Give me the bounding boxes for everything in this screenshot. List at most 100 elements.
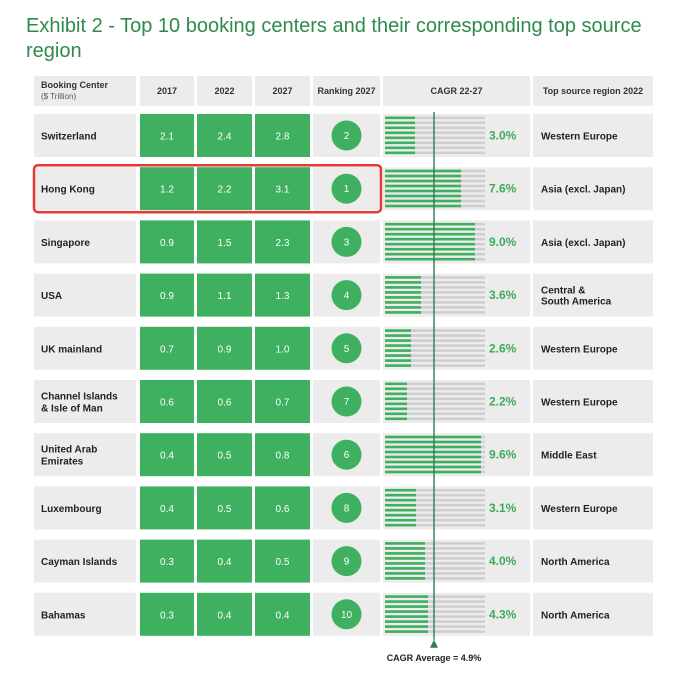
- cagr-bar-stripe: [385, 488, 416, 492]
- header-booking-center-unit: ($ Trillion): [41, 92, 76, 101]
- value-label-2027: 1.3: [276, 291, 290, 302]
- table-row: Singapore 0.9 1.5 2.3 3 9.0% Asia (excl. Japan…: [34, 220, 653, 264]
- value-cell-2027: [255, 114, 310, 157]
- value-label-2027: 1.0: [276, 344, 290, 355]
- booking-center-label: Channel Islands: [41, 392, 118, 403]
- cagr-bar-track-stripe: [385, 397, 485, 401]
- header-bg-2027: [255, 76, 310, 106]
- table-row: Luxembourg 0.4 0.5 0.6 8 3.1% Western Europe: [34, 486, 653, 530]
- cagr-cell-bg: [383, 380, 530, 423]
- value-label-2017: 0.7: [160, 344, 174, 355]
- cagr-bar-track-stripe: [385, 547, 485, 550]
- cagr-bar-stripe: [385, 354, 411, 357]
- value-cell-2017: [140, 273, 194, 317]
- value-cell-2017: [140, 380, 194, 423]
- rank-label: 8: [344, 503, 350, 514]
- rank-circle: [331, 546, 362, 577]
- cagr-bar-track-stripe: [385, 562, 485, 565]
- cagr-bar-stripe: [385, 141, 415, 145]
- value-cell-2017: [140, 539, 194, 583]
- value-label-2017: 0.9: [160, 291, 174, 302]
- cagr-bar-stripe: [385, 435, 481, 439]
- cagr-bar-track-stripe: [385, 334, 485, 337]
- cagr-bar-track-stripe: [385, 488, 485, 492]
- cagr-bar-stripe: [385, 281, 421, 284]
- value-label-2022: 0.9: [218, 344, 232, 355]
- region-cell-bg: [533, 539, 653, 583]
- cagr-bar-stripe: [385, 339, 411, 342]
- value-label-2017: 0.3: [160, 610, 174, 621]
- cagr-bar-stripe: [385, 311, 421, 314]
- source-region-label: Middle East: [541, 451, 597, 462]
- header-booking-center: Booking Center: [41, 80, 109, 90]
- cagr-bar-stripe: [385, 503, 416, 507]
- cagr-bar-track-stripe: [385, 339, 485, 342]
- cagr-cell-bg: [383, 326, 530, 370]
- booking-center-label: Singapore: [41, 238, 90, 249]
- rank-circle: [331, 599, 362, 630]
- cagr-cell-bg: [383, 273, 530, 317]
- region-cell-bg: [533, 273, 653, 317]
- cagr-bar-track-stripe: [385, 498, 485, 502]
- cagr-bar-track-stripe: [385, 402, 485, 406]
- cagr-bar-stripe: [385, 610, 428, 613]
- cagr-bar-track-stripe: [385, 567, 485, 570]
- rank-label: 6: [344, 450, 350, 461]
- cagr-bar-track-stripe: [385, 116, 485, 120]
- cagr-bar-track-stripe: [385, 131, 485, 135]
- source-region-label: Central &: [541, 286, 585, 297]
- cagr-bar-stripe: [385, 562, 425, 565]
- table-row: Channel Islands& Isle of Man 0.6 0.6 0.7 7 2.…: [34, 380, 653, 423]
- value-cell-2022: [197, 114, 252, 157]
- value-label-2017: 0.9: [160, 238, 174, 249]
- cagr-bar-track-stripe: [385, 136, 485, 140]
- cagr-bar-stripe: [385, 222, 475, 226]
- table-row: Hong Kong 1.2 2.2 3.1 1 7.6% Asia (excl. Japan…: [32, 163, 653, 214]
- cagr-bar-stripe: [385, 552, 425, 555]
- table-row: Switzerland 2.1 2.4 2.8 2 3.0% Western Europe: [34, 114, 653, 157]
- chart-title: Exhibit 2 - Top 10 booking centers and t…: [26, 15, 642, 62]
- rank-label: 10: [341, 610, 353, 621]
- region-cell-bg: [533, 114, 653, 157]
- booking-center-label: & Isle of Man: [41, 404, 103, 415]
- cagr-bar-stripe: [385, 194, 461, 198]
- cagr-bar-stripe: [385, 412, 407, 416]
- region-cell-bg: [533, 592, 653, 636]
- cagr-cell-bg: [383, 539, 530, 583]
- cagr-bar-stripe: [385, 227, 475, 231]
- booking-center-label: USA: [41, 291, 62, 302]
- cagr-bar-track-stripe: [385, 296, 485, 299]
- rank-circle: [331, 280, 362, 311]
- cagr-bar-stripe: [385, 189, 461, 193]
- cagr-bar-track-stripe: [385, 625, 485, 628]
- cagr-bar-stripe: [385, 508, 416, 512]
- value-cell-2022: [197, 486, 252, 530]
- cagr-bar-stripe: [385, 121, 415, 125]
- cagr-bar-stripe: [385, 407, 407, 411]
- cagr-bar-stripe: [385, 247, 475, 251]
- cagr-bar-stripe: [385, 417, 407, 421]
- cagr-bar-track-stripe: [385, 600, 485, 603]
- cagr-bar-track-stripe: [385, 344, 485, 347]
- value-label-2027: 0.5: [276, 557, 290, 568]
- rank-label: 7: [344, 397, 350, 408]
- cagr-bar-stripe: [385, 364, 411, 367]
- cagr-average-marker: [430, 639, 438, 648]
- cagr-bar-stripe: [385, 349, 411, 352]
- rank-circle: [331, 386, 362, 417]
- rank-label: 1: [344, 184, 350, 195]
- region-cell-bg: [533, 380, 653, 423]
- header-2017: 2017: [157, 86, 177, 96]
- cagr-bar-stripe: [385, 518, 416, 522]
- rank-label: 9: [344, 557, 350, 568]
- cagr-value-label: 2.6%: [489, 341, 517, 355]
- cagr-bar-stripe: [385, 595, 428, 598]
- rank-circle: [331, 492, 362, 523]
- header-bg-ranking: [313, 76, 380, 106]
- cagr-bar-track-stripe: [385, 577, 485, 580]
- header-cagr: CAGR 22-27: [430, 86, 482, 96]
- value-cell-2027: [255, 326, 310, 370]
- rank-circle: [331, 333, 362, 364]
- booking-center-label: Hong Kong: [41, 185, 95, 196]
- booking-center-label: Switzerland: [41, 132, 97, 143]
